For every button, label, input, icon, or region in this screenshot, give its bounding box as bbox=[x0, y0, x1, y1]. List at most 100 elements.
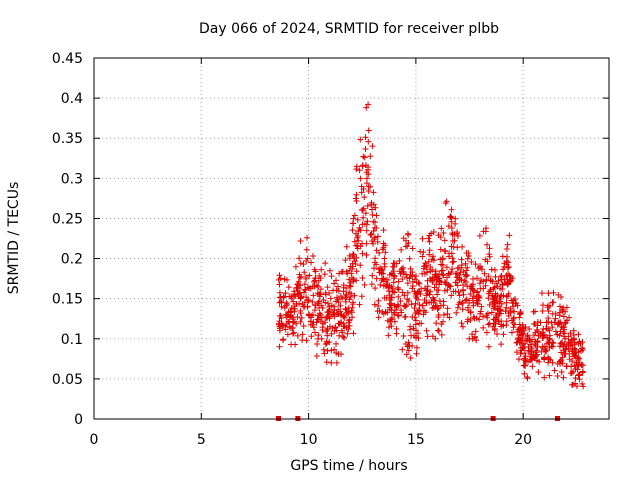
data-point bbox=[579, 347, 586, 354]
data-point bbox=[451, 237, 458, 244]
data-point bbox=[426, 238, 433, 245]
data-point bbox=[284, 331, 291, 338]
data-point bbox=[469, 295, 476, 302]
x-tick-label: 15 bbox=[407, 432, 425, 448]
data-point bbox=[479, 313, 486, 320]
data-point bbox=[423, 300, 430, 307]
data-point bbox=[443, 264, 450, 271]
data-point bbox=[527, 341, 534, 348]
data-point bbox=[509, 300, 516, 307]
data-point bbox=[575, 362, 582, 369]
data-point bbox=[453, 279, 460, 286]
data-point bbox=[424, 290, 431, 297]
data-point bbox=[500, 331, 507, 338]
data-point bbox=[301, 281, 308, 288]
data-point bbox=[522, 358, 529, 365]
data-point bbox=[416, 301, 423, 308]
data-point bbox=[336, 332, 343, 339]
data-point bbox=[420, 311, 427, 318]
data-point bbox=[552, 311, 559, 318]
data-point bbox=[358, 293, 365, 300]
data-point bbox=[357, 175, 364, 182]
data-point bbox=[336, 270, 343, 277]
grid-lines bbox=[94, 58, 609, 419]
data-point bbox=[441, 237, 448, 244]
data-point bbox=[362, 134, 369, 141]
data-point bbox=[356, 167, 363, 174]
data-point bbox=[360, 214, 367, 221]
data-point bbox=[333, 277, 340, 284]
data-point bbox=[395, 293, 402, 300]
data-point bbox=[379, 275, 386, 282]
data-point bbox=[354, 216, 361, 223]
data-point bbox=[363, 252, 370, 259]
data-point bbox=[429, 305, 436, 312]
data-point bbox=[490, 296, 497, 303]
data-point bbox=[433, 281, 440, 288]
data-point bbox=[370, 240, 377, 247]
data-point bbox=[396, 257, 403, 264]
data-point bbox=[310, 292, 317, 299]
data-point bbox=[293, 320, 300, 327]
data-point bbox=[452, 288, 459, 295]
data-point bbox=[396, 268, 403, 275]
data-point bbox=[359, 250, 366, 257]
data-point bbox=[444, 274, 451, 281]
data-point bbox=[508, 329, 515, 336]
data-point bbox=[369, 143, 376, 150]
data-point bbox=[327, 295, 334, 302]
data-point bbox=[579, 380, 586, 387]
data-point bbox=[353, 163, 360, 170]
data-point bbox=[363, 180, 370, 187]
data-point bbox=[550, 299, 557, 306]
data-point bbox=[528, 356, 535, 363]
data-point bbox=[504, 276, 511, 283]
data-point bbox=[559, 340, 566, 347]
data-point bbox=[382, 242, 389, 249]
data-point bbox=[323, 359, 330, 366]
data-point bbox=[573, 383, 580, 390]
data-point bbox=[539, 334, 546, 341]
data-point bbox=[398, 246, 405, 253]
data-point bbox=[485, 321, 492, 328]
data-point bbox=[308, 312, 315, 319]
data-point bbox=[333, 359, 340, 366]
data-point bbox=[344, 330, 351, 337]
data-point bbox=[317, 275, 324, 282]
data-point bbox=[280, 336, 287, 343]
data-point bbox=[350, 276, 357, 283]
data-point bbox=[369, 272, 376, 279]
data-point bbox=[555, 319, 562, 326]
data-point bbox=[507, 309, 514, 316]
data-point bbox=[333, 298, 340, 305]
data-point bbox=[334, 294, 341, 301]
data-point bbox=[292, 293, 299, 300]
data-point bbox=[554, 372, 561, 379]
data-point bbox=[290, 329, 297, 336]
data-point bbox=[335, 351, 342, 358]
data-point bbox=[539, 308, 546, 315]
data-point bbox=[473, 337, 480, 344]
data-point bbox=[477, 285, 484, 292]
data-point bbox=[493, 280, 500, 287]
data-point bbox=[439, 318, 446, 325]
data-point bbox=[339, 329, 346, 336]
data-point bbox=[353, 198, 360, 205]
data-point bbox=[480, 324, 487, 331]
data-point bbox=[346, 252, 353, 259]
data-point bbox=[437, 302, 444, 309]
data-point bbox=[470, 275, 477, 282]
data-point bbox=[424, 333, 431, 340]
data-point bbox=[362, 210, 369, 217]
data-point bbox=[298, 315, 305, 322]
data-point bbox=[314, 340, 321, 347]
data-point bbox=[554, 360, 561, 367]
data-point bbox=[545, 354, 552, 361]
data-point bbox=[482, 256, 489, 263]
data-point bbox=[349, 220, 356, 227]
data-point bbox=[470, 287, 477, 294]
data-point bbox=[417, 248, 424, 255]
data-point bbox=[533, 352, 540, 359]
data-point bbox=[510, 303, 517, 310]
y-tick-label: 0.45 bbox=[52, 51, 83, 67]
